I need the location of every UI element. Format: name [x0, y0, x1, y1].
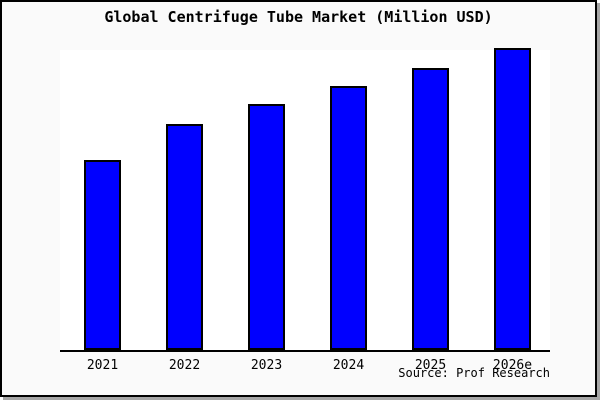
x-tick-label-2024: 2024 [332, 358, 365, 373]
bar-2023 [248, 104, 285, 350]
bar-2024 [330, 86, 367, 350]
bar-2026e [494, 48, 531, 350]
source-credit: Source: Prof Research [398, 366, 550, 380]
x-tick-label-2022: 2022 [168, 358, 201, 373]
bar-2025 [412, 68, 449, 350]
bar-2021 [84, 160, 121, 350]
x-tick-label-2026e: 2026e [492, 358, 533, 373]
x-tick-label-2021: 2021 [86, 358, 119, 373]
bar-2022 [166, 124, 203, 350]
x-tick-label-2025: 2025 [414, 358, 447, 373]
chart-title: Global Centrifuge Tube Market (Million U… [104, 8, 493, 26]
x-axis-labels: 2021 2022 2023 2024 2025 2026e [60, 358, 550, 374]
x-tick-label-2023: 2023 [250, 358, 283, 373]
plot-area [60, 48, 550, 352]
